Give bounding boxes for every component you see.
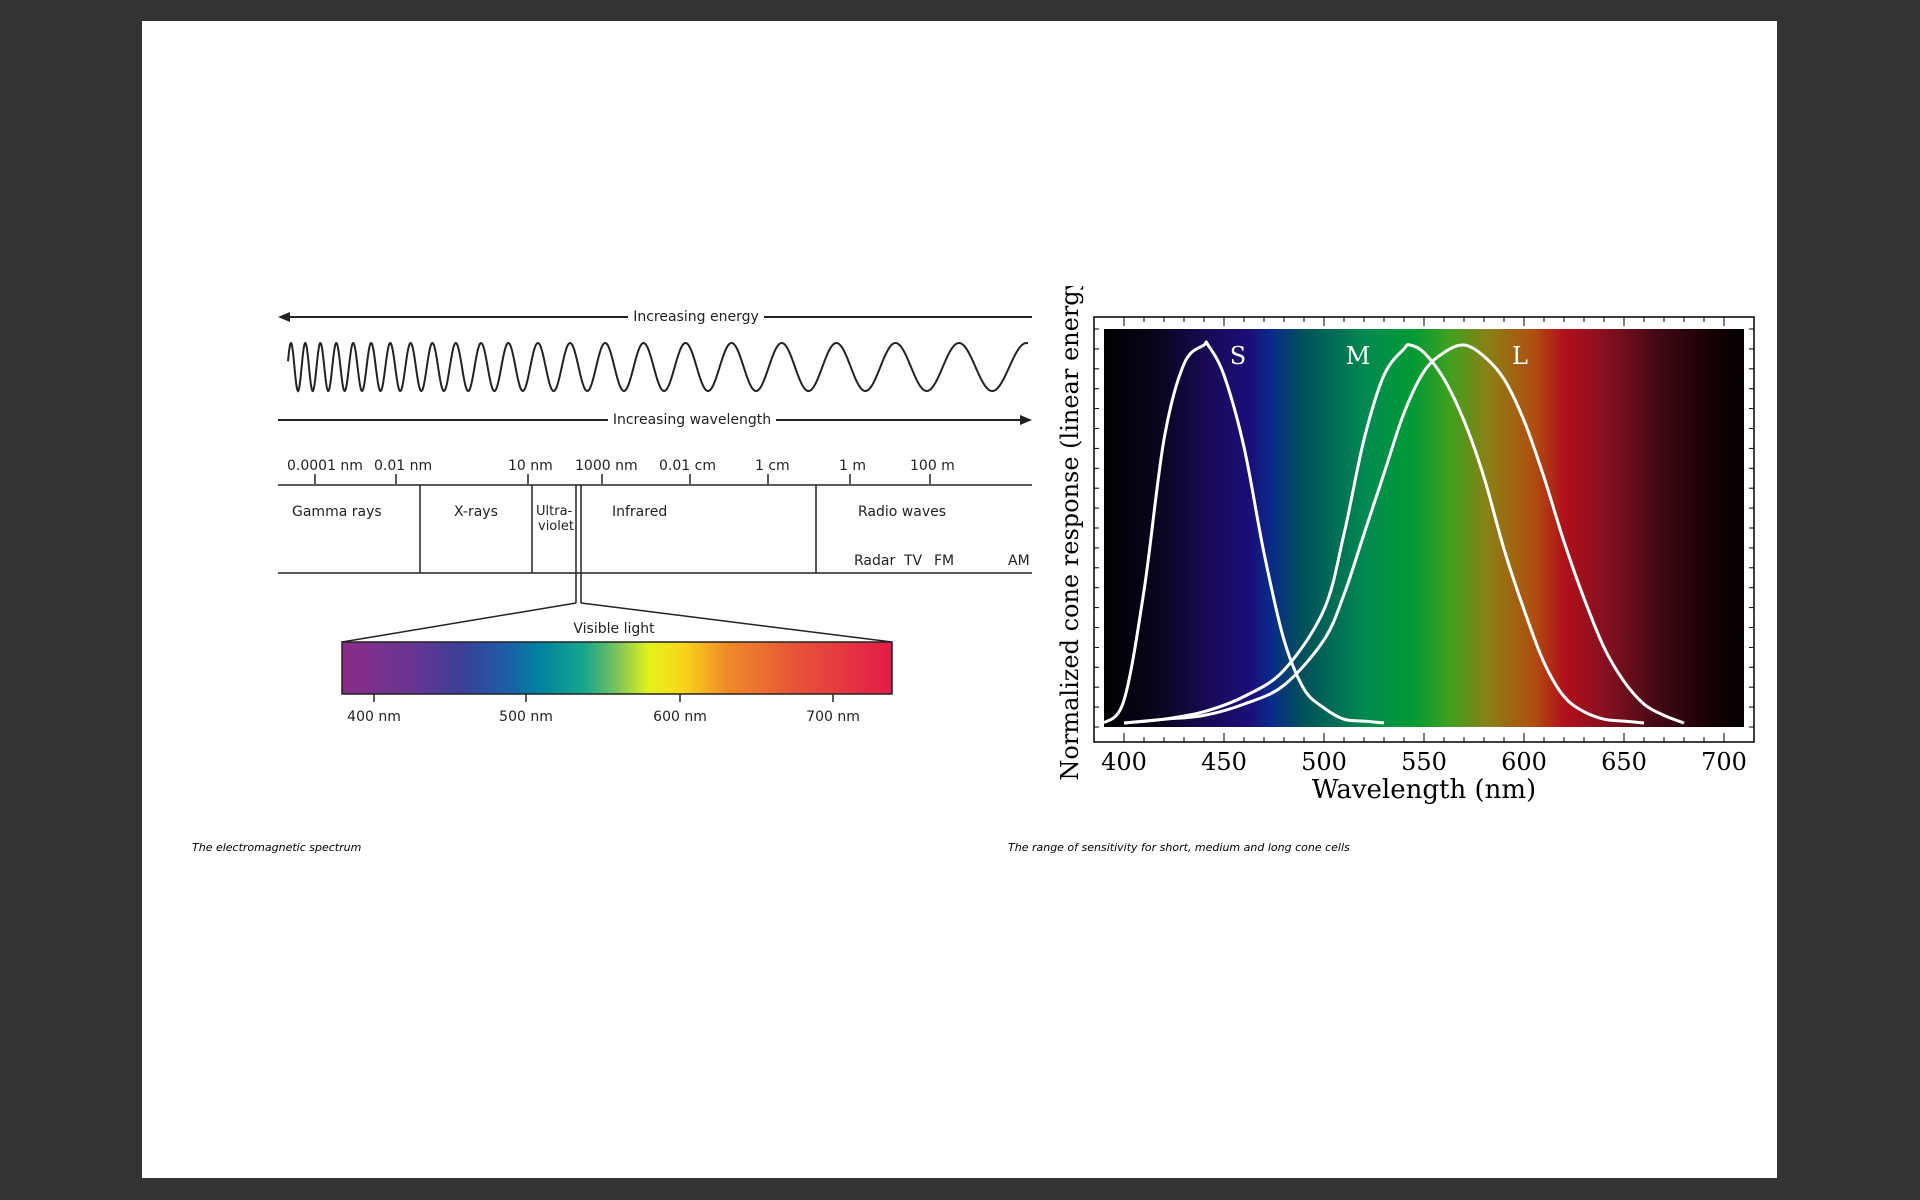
zoom-line-right bbox=[580, 602, 893, 643]
em-wave bbox=[287, 341, 1029, 393]
cone-caption: The range of sensitivity for short, medi… bbox=[1008, 841, 1350, 854]
regions-table bbox=[278, 484, 1032, 603]
x-tick-label: 450 bbox=[1201, 748, 1247, 776]
series-label-l: L bbox=[1512, 342, 1528, 370]
document-page: Increasing energy Increasing wavelength … bbox=[142, 21, 1777, 1178]
x-tick-label: 500 bbox=[1301, 748, 1347, 776]
series-label-m: M bbox=[1346, 342, 1371, 370]
scale-label: 1 cm bbox=[755, 458, 790, 474]
curve-s bbox=[1102, 340, 1385, 725]
band-radar: Radar bbox=[854, 553, 895, 569]
zoom-line-left bbox=[341, 602, 577, 643]
visible-spectrum-bar bbox=[341, 641, 893, 695]
x-tick-label: 700 bbox=[1701, 748, 1747, 776]
wavelength-arrowhead bbox=[1020, 415, 1032, 425]
x-tick-label: 400 bbox=[1101, 748, 1147, 776]
x-tick-label: 650 bbox=[1601, 748, 1647, 776]
cone-sensitivity-chart: S M L 400 450 500 550 600 650 700 Wavelength (nm… bbox=[1056, 286, 1755, 805]
visible-tick-label: 700 nm bbox=[806, 709, 860, 725]
frame-ticks bbox=[1094, 317, 1754, 742]
visible-tick-label: 600 nm bbox=[653, 709, 707, 725]
region-uv-1: Ultra- bbox=[536, 504, 573, 519]
energy-arrowhead bbox=[278, 312, 290, 322]
wavelength-label: Increasing wavelength bbox=[613, 412, 771, 428]
region-infrared: Infrared bbox=[612, 504, 667, 520]
visible-light-label: Visible light bbox=[573, 621, 655, 637]
region-radio: Radio waves bbox=[858, 504, 946, 520]
scale-ticks bbox=[314, 474, 931, 484]
scale-label: 100 m bbox=[910, 458, 955, 474]
energy-label: Increasing energy bbox=[633, 309, 759, 325]
region-uv-2: violet bbox=[538, 519, 574, 534]
plot-background bbox=[1104, 329, 1744, 727]
scale-label: 0.01 cm bbox=[659, 458, 716, 474]
em-caption: The electromagnetic spectrum bbox=[192, 841, 362, 854]
x-tick-label: 550 bbox=[1401, 748, 1447, 776]
y-axis-label: Normalized cone response (linear energy) bbox=[1056, 286, 1084, 781]
scale-label: 0.01 nm bbox=[374, 458, 432, 474]
visible-tick-label: 500 nm bbox=[499, 709, 553, 725]
scale-label: 1 m bbox=[839, 458, 866, 474]
x-axis-label: Wavelength (nm) bbox=[1312, 775, 1536, 805]
visible-ticks bbox=[373, 694, 834, 702]
scale-label: 1000 nm bbox=[575, 458, 638, 474]
em-spectrum-diagram: Increasing energy Increasing wavelength … bbox=[278, 309, 1032, 725]
region-gamma: Gamma rays bbox=[292, 504, 382, 520]
band-am: AM bbox=[1008, 553, 1030, 569]
scale-label: 0.0001 nm bbox=[287, 458, 363, 474]
visible-tick-label: 400 nm bbox=[347, 709, 401, 725]
band-tv: TV bbox=[903, 553, 923, 569]
x-tick-label: 600 bbox=[1501, 748, 1547, 776]
band-fm: FM bbox=[934, 553, 954, 569]
scale-label: 10 nm bbox=[508, 458, 553, 474]
series-label-s: S bbox=[1230, 342, 1246, 370]
region-xrays: X-rays bbox=[454, 504, 498, 520]
curve-l bbox=[1123, 343, 1685, 725]
curve-m bbox=[1123, 343, 1645, 725]
